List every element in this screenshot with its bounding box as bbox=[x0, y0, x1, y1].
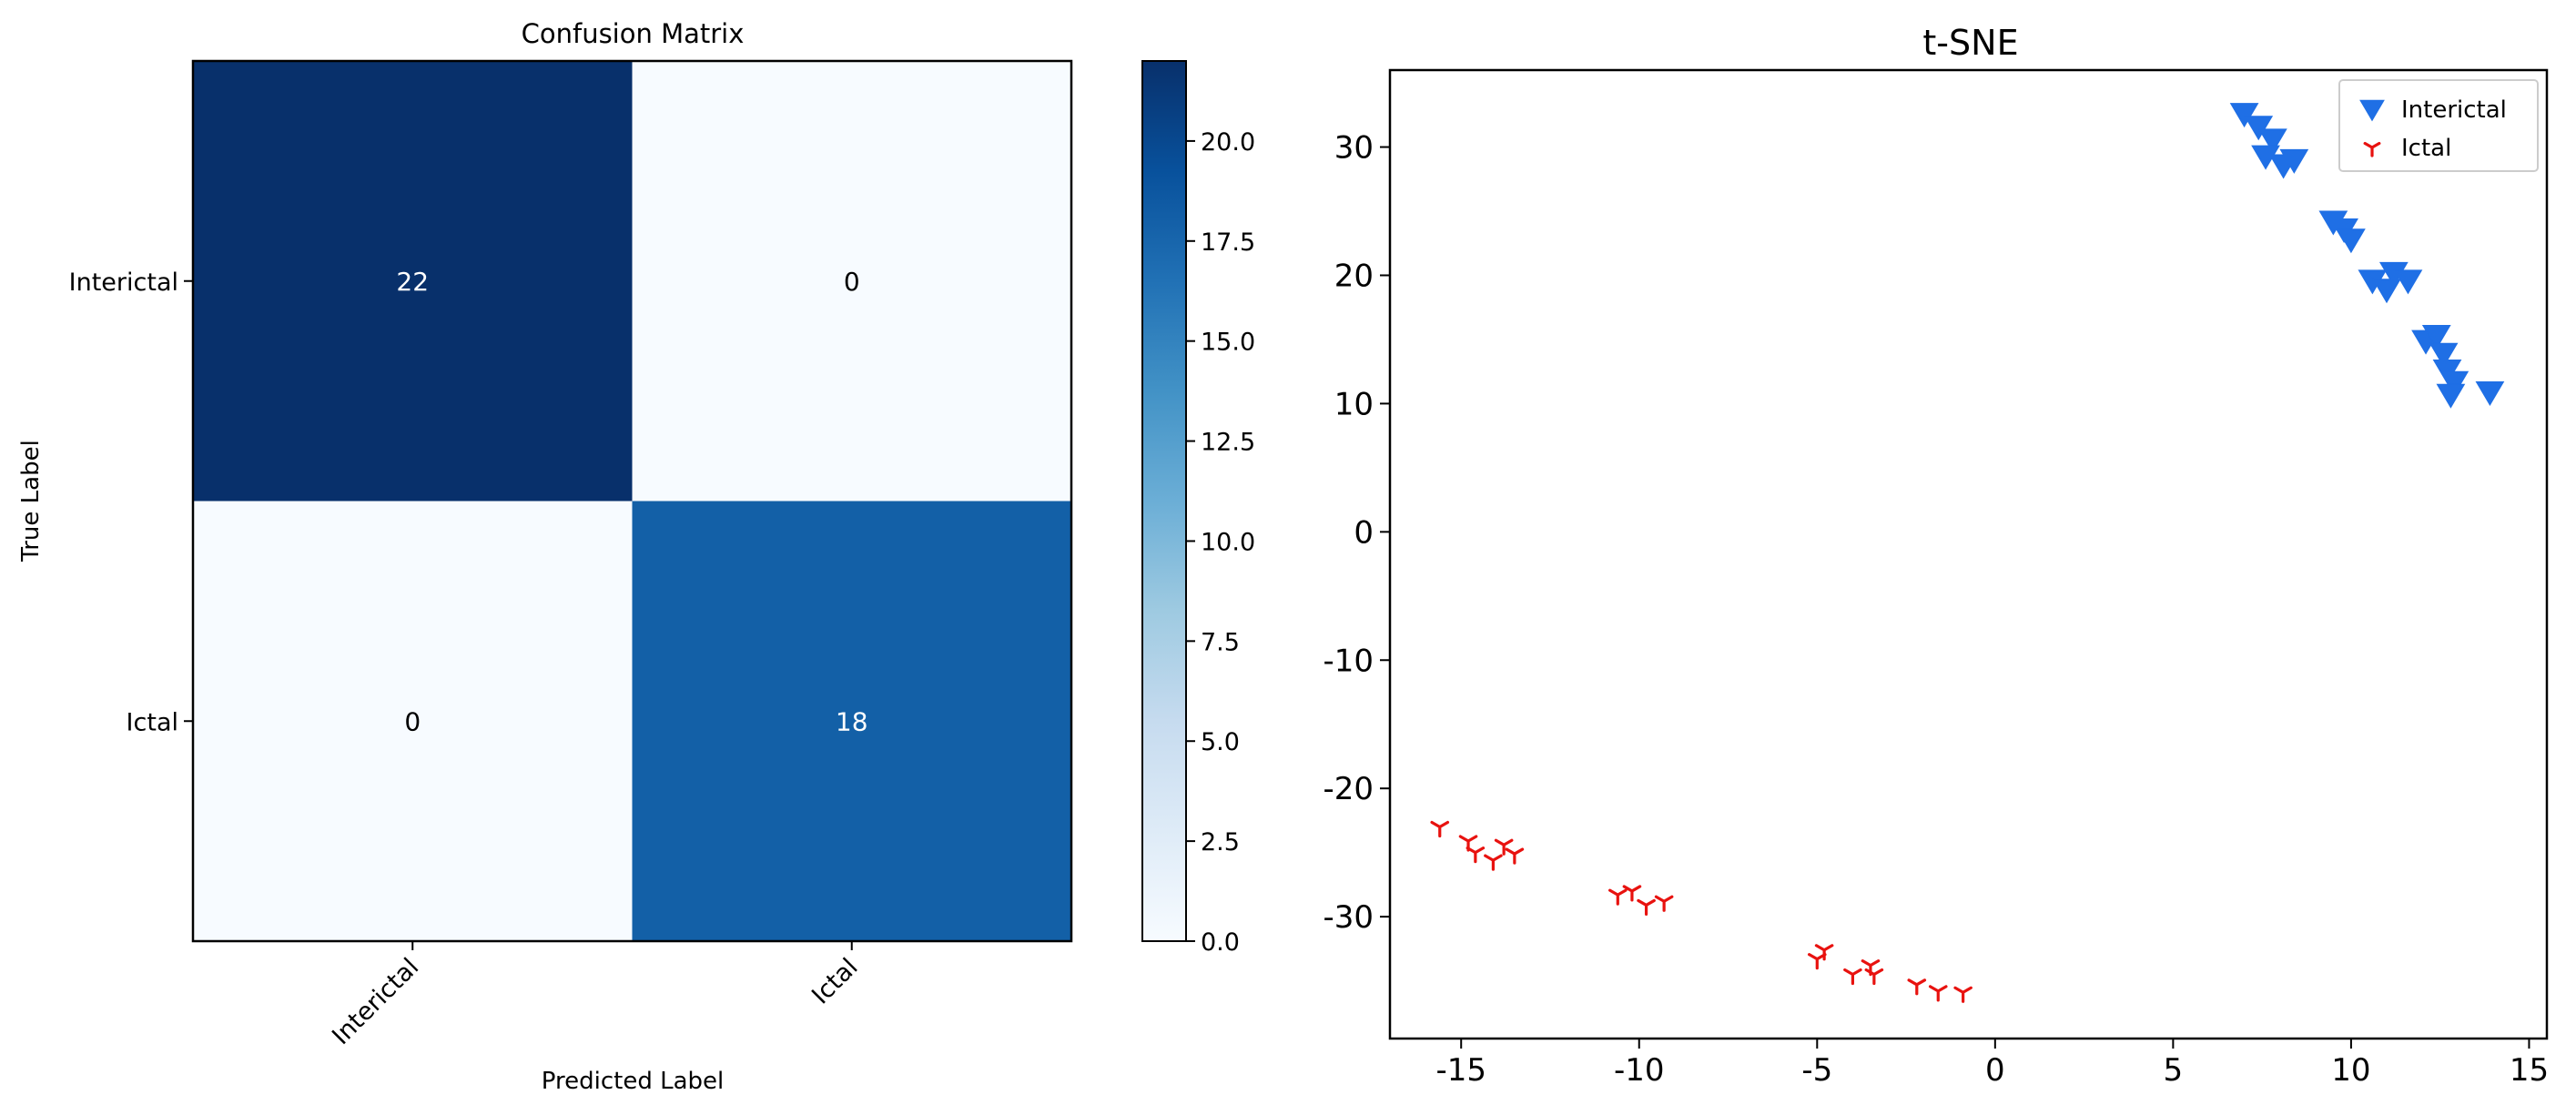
legend-items: Interictal Ictal bbox=[2359, 96, 2507, 162]
tsne-point bbox=[1953, 986, 1973, 1003]
tsne-y-tick-label: -20 bbox=[1323, 771, 1374, 807]
tsne-point bbox=[2279, 148, 2309, 174]
cm-cell bbox=[632, 61, 1072, 502]
cm-frame bbox=[191, 59, 1073, 943]
tsne-legend: Interictal Ictal bbox=[2338, 79, 2539, 172]
tsne-point bbox=[2436, 383, 2466, 409]
colorbar-ticks: 0.0 2.5 5.0 7.5 10.0 12.5 15.0 17.5 20.0 bbox=[1186, 128, 1255, 957]
confusion-matrix-panel: Confusion Matrix 22 00 18 InterictalIctal … bbox=[17, 18, 1073, 1095]
legend-marker bbox=[2359, 99, 2385, 122]
tsne-point bbox=[1807, 953, 1827, 970]
tsne-y-tick-label: 10 bbox=[1334, 386, 1374, 422]
cm-cell-value: 0 bbox=[404, 706, 421, 736]
tsne-frame bbox=[1388, 68, 2549, 1040]
tsne-point bbox=[1607, 888, 1628, 906]
legend-label: Interictal bbox=[2401, 96, 2507, 124]
tsne-x-tick-label: -15 bbox=[1435, 1052, 1486, 1089]
legend-box bbox=[2338, 79, 2539, 172]
tsne-x-tick-label: 5 bbox=[2164, 1052, 2184, 1089]
cm-cell-value: 18 bbox=[836, 706, 868, 736]
cm-y-ticks: Interictal Ictal bbox=[69, 269, 193, 736]
colorbar-gradient bbox=[1141, 60, 1187, 942]
tsne-point bbox=[2372, 279, 2401, 304]
legend-label: Ictal bbox=[2401, 135, 2451, 162]
tsne-point bbox=[1505, 847, 1525, 865]
cm-cell bbox=[632, 501, 1072, 942]
tsne-point bbox=[1907, 978, 1927, 996]
colorbar-tick-label: 0.0 bbox=[1201, 928, 1240, 957]
cm-y-tick-label: Ictal bbox=[127, 708, 178, 736]
colorbar-tick-label: 17.5 bbox=[1201, 228, 1255, 257]
cm-cell bbox=[193, 61, 633, 502]
colorbar-tick-label: 15.0 bbox=[1201, 329, 1255, 357]
cm-x-axis-label: Predicted Label bbox=[542, 1068, 724, 1095]
tsne-point bbox=[2244, 116, 2274, 141]
colorbar-tick-label: 10.0 bbox=[1201, 528, 1255, 556]
tsne-x-tick-label: 10 bbox=[2331, 1052, 2370, 1089]
tsne-point bbox=[2439, 370, 2470, 396]
cm-x-ticks: Interictal Ictal bbox=[327, 941, 864, 1050]
cm-x-tick-label: Ictal bbox=[806, 953, 864, 1010]
cm-cells: 22 0 0 18 bbox=[193, 61, 1072, 942]
tsne-x-tick-label: -5 bbox=[1801, 1052, 1832, 1089]
tsne-point bbox=[2393, 269, 2423, 295]
tsne-point bbox=[1637, 898, 1656, 917]
tsne-point bbox=[1622, 885, 1642, 902]
tsne-series-ictal bbox=[1430, 820, 1973, 1003]
cm-cell bbox=[193, 501, 633, 942]
tsne-x-ticks: -15 -10 -5 0 5 10 15 bbox=[1435, 1039, 2549, 1089]
tsne-point bbox=[1465, 846, 1486, 864]
tsne-point bbox=[2229, 103, 2259, 128]
colorbar: 0.0 2.5 5.0 7.5 10.0 12.5 15.0 17.5 20.0 bbox=[1141, 60, 1255, 957]
cm-cell-value: 0 bbox=[844, 267, 860, 297]
colorbar-tick-label: 5.0 bbox=[1201, 728, 1240, 756]
colorbar-tick-label: 2.5 bbox=[1201, 828, 1240, 857]
cm-y-axis-label: True Label bbox=[17, 440, 45, 563]
tsne-point bbox=[1864, 968, 1884, 986]
tsne-point bbox=[2337, 228, 2366, 254]
tsne-series-interictal bbox=[2229, 103, 2505, 409]
colorbar-tick-label: 20.0 bbox=[1201, 128, 1255, 157]
tsne-point bbox=[2475, 380, 2505, 406]
cm-x-tick-label: Interictal bbox=[327, 953, 424, 1050]
cm-cell-value: 22 bbox=[396, 267, 429, 297]
tsne-point bbox=[1843, 968, 1862, 986]
tsne-point bbox=[2429, 342, 2459, 368]
tsne-y-tick-label: -30 bbox=[1323, 899, 1374, 936]
tsne-y-ticks: -30 -20 -10 0 10 20 30 bbox=[1323, 130, 1390, 936]
tsne-x-tick-label: 15 bbox=[2510, 1052, 2549, 1089]
colorbar-tick-label: 12.5 bbox=[1201, 429, 1255, 457]
tsne-point bbox=[1430, 820, 1450, 838]
tsne-title: t-SNE bbox=[1922, 23, 2018, 63]
tsne-y-tick-label: 30 bbox=[1334, 130, 1374, 167]
tsne-x-tick-label: 0 bbox=[1985, 1052, 2005, 1089]
tsne-point bbox=[2257, 128, 2287, 154]
tsne-point bbox=[1654, 895, 1674, 912]
tsne-point bbox=[1494, 838, 1514, 856]
legend-marker bbox=[2363, 141, 2381, 157]
tsne-point bbox=[1484, 854, 1503, 871]
tsne-points bbox=[1430, 103, 2505, 1003]
cm-title: Confusion Matrix bbox=[522, 18, 745, 49]
tsne-y-tick-label: -10 bbox=[1323, 643, 1374, 679]
tsne-point bbox=[1814, 944, 1834, 961]
tsne-x-tick-label: -10 bbox=[1614, 1052, 1665, 1089]
cm-y-tick-label: Interictal bbox=[69, 269, 178, 297]
tsne-y-tick-label: 0 bbox=[1354, 514, 1374, 551]
tsne-y-tick-label: 20 bbox=[1334, 258, 1374, 294]
tsne-point bbox=[2421, 324, 2451, 350]
tsne-point bbox=[1928, 985, 1948, 1002]
tsne-panel: t-SNE -15 -10 -5 0 5 10 15 -30 -20 -10 0 10 20 30 In… bbox=[1323, 23, 2549, 1089]
colorbar-tick-label: 7.5 bbox=[1201, 628, 1240, 656]
